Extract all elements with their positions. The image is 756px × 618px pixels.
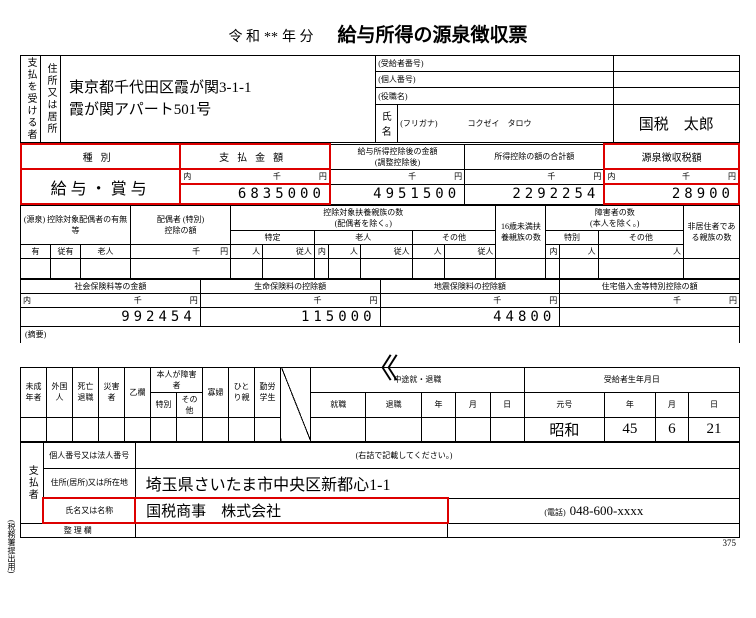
payer-label: 支払者 xyxy=(21,442,44,523)
kojinhoujin-label: 個人番号又は法人番号 xyxy=(43,442,135,468)
payer-name: 国税商事 株式会社 xyxy=(135,498,448,523)
payment-label: 支払金額 xyxy=(180,144,330,169)
insurance-row: 社会保険料等の金額 生命保険料の控除額 地震保険料の控除額 住宅借入金等特別控除… xyxy=(20,279,740,343)
jishin-label: 地震保険料の控除額 xyxy=(380,280,560,294)
haigusha-tokubetsu-label: 配偶者 (特別)控除の額 xyxy=(131,206,231,245)
u16-label: 16歳未満扶養親族の数 xyxy=(496,206,546,259)
hikyoju-label: 非居住者である親族の数 xyxy=(684,206,740,259)
wave-separator: 〈〈 xyxy=(20,343,736,367)
tax-label: 源泉徴収税額 xyxy=(604,144,739,169)
type-label: 種別 xyxy=(21,144,180,169)
shakai-val: 992454 xyxy=(21,308,201,327)
form-number: 375 xyxy=(20,538,740,548)
birth-era: 昭和 xyxy=(524,417,604,441)
seiriran-label: 整 理 欄 xyxy=(21,523,136,538)
amounts-row: 種別 支払金額 給与所得控除後の金額(調整控除後) 所得控除の額の合計額 源泉徴… xyxy=(20,143,740,205)
jishin-val: 44800 xyxy=(380,308,560,327)
fuyou-label: 控除対象扶養親族の数(配偶者を除く。) xyxy=(231,206,496,231)
addr-label: 住所又は居所 xyxy=(41,56,61,143)
deduct-total-label: 所得控除の額の合計額 xyxy=(465,144,605,169)
payee-address: 東京都千代田区霞が関3-1-1霞が関アパート501号 xyxy=(61,56,376,143)
yakushoku-label: (役職名) xyxy=(376,88,613,104)
payer-addr: 埼玉県さいたま市中央区新都心1-1 xyxy=(135,468,739,498)
seimei-label: 生命保険料の控除額 xyxy=(200,280,380,294)
top-section: 支払を受ける者 住所又は居所 東京都千代田区霞が関3-1-1霞が関アパート501… xyxy=(20,55,740,143)
kojin-val xyxy=(613,72,739,88)
jyukyu-val xyxy=(613,56,739,72)
birth-day: 21 xyxy=(688,417,739,441)
shimei-label: 氏名 xyxy=(376,104,398,142)
doc-title: 令 和 ** 年 分 給与所得の源泉徴収票 xyxy=(20,20,736,47)
payee-name: 国税 太郎 xyxy=(613,104,739,142)
payer-section: 支払者 個人番号又は法人番号 (右詰で記載してください。) 住所(居所)又は所在… xyxy=(20,442,740,539)
payer-tel: (電話) 048-600-xxxx xyxy=(448,498,740,523)
birth-month: 6 xyxy=(655,417,688,441)
payee-label: 支払を受ける者 xyxy=(21,56,41,143)
birth-year: 45 xyxy=(604,417,655,441)
jyukyu-label: (受給者番号) xyxy=(376,56,613,72)
payer-name-label: 氏名又は名称 xyxy=(43,498,135,523)
seimei-val: 115000 xyxy=(200,308,380,327)
jutaku-label: 住宅借入金等特別控除の額 xyxy=(560,280,740,294)
tekiyo: (摘要) xyxy=(21,327,740,343)
jutaku-val xyxy=(560,308,740,327)
furigana-label: (フリガナ) コクゼイ タロウ xyxy=(398,104,613,142)
after-deduct-val: 4951500 xyxy=(330,184,465,204)
deduct-total-val: 2292254 xyxy=(465,184,605,204)
after-deduct-label: 給与所得控除後の金額(調整控除後) xyxy=(330,144,465,169)
shakai-label: 社会保険料等の金額 xyxy=(21,280,201,294)
payer-addr-label: 住所(居所)又は所在地 xyxy=(43,468,135,498)
yakushoku-val xyxy=(613,88,739,104)
tax-val: 28900 xyxy=(604,184,739,204)
side-label: (税務署提出用) xyxy=(6,520,17,573)
type-val: 給与・賞与 xyxy=(21,169,180,204)
migizume: (右詰で記載してください。) xyxy=(135,442,739,468)
kojin-label: (個人番号) xyxy=(376,72,613,88)
shogai-label: 障害者の数(本人を除く。) xyxy=(546,206,684,231)
haigusha-umu-label: (源泉) 控除対象配偶者の有無等 xyxy=(21,206,131,245)
payment-val: 6835000 xyxy=(180,184,330,204)
dependents-row: (源泉) 控除対象配偶者の有無等 配偶者 (特別)控除の額 控除対象扶養親族の数… xyxy=(20,205,740,279)
